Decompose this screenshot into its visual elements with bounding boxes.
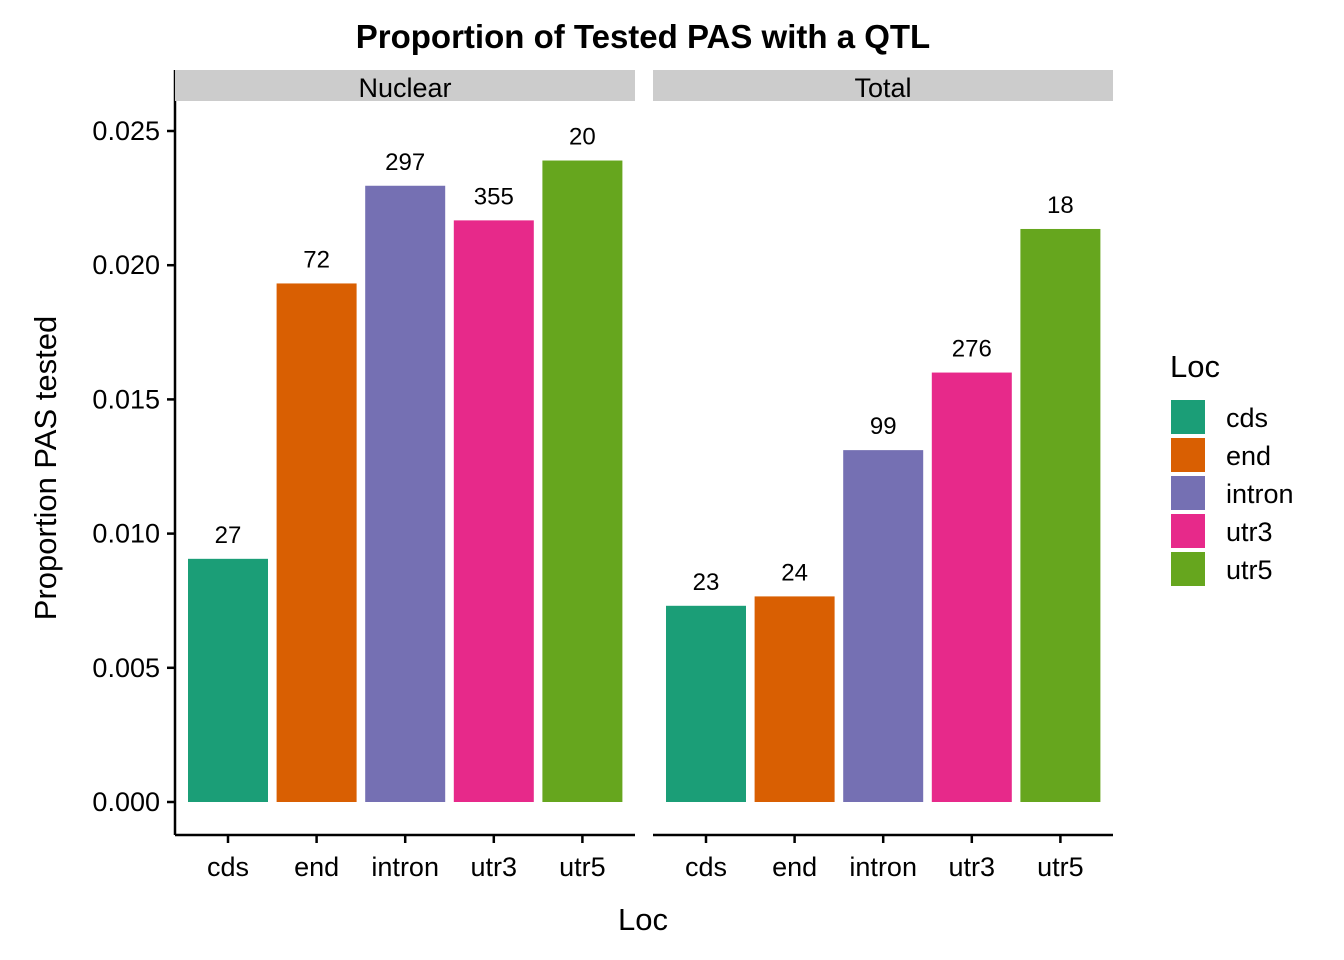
- x-tick-label: utr5: [559, 852, 606, 882]
- legend-swatch-utr5: [1171, 552, 1205, 586]
- bar-total-utr3: [931, 372, 1012, 802]
- bar-count-label: 276: [952, 336, 992, 363]
- x-tick-label: utr3: [471, 852, 518, 882]
- y-tick-label: 0.005: [92, 653, 160, 683]
- legend-swatch-cds: [1171, 400, 1205, 434]
- facet-strip-label: Total: [854, 73, 911, 103]
- bar-count-label: 20: [569, 124, 596, 151]
- facet-panel-nuclear: Nuclear 27 cds 72 end 297 intron 355 utr3 20 utr5: [175, 70, 635, 882]
- legend-swatch-end: [1171, 438, 1205, 472]
- legend-label-intron: intron: [1226, 479, 1294, 509]
- x-tick-label: end: [294, 852, 339, 882]
- y-axis-title: Proportion PAS tested: [28, 316, 63, 620]
- legend: Loc cds end intron utr3 utr5: [1170, 349, 1294, 586]
- legend-swatch-intron: [1171, 476, 1205, 510]
- facet-strip: [175, 70, 635, 101]
- bar-total-utr5: [1020, 228, 1101, 802]
- x-tick-label: cds: [207, 852, 249, 882]
- bar-count-label: 99: [870, 413, 897, 440]
- facet-panel-total: Total 23 cds 24 end 99 intron 276 utr3 18 utr5: [653, 70, 1113, 882]
- bar-count-label: 23: [693, 569, 720, 596]
- x-axis-title: Loc: [618, 902, 668, 937]
- bar-nuclear-utr5: [542, 160, 623, 803]
- bar-nuclear-intron: [365, 185, 446, 802]
- bar-count-label: 27: [215, 522, 242, 549]
- bar-count-label: 18: [1047, 192, 1074, 219]
- x-tick-label: utr3: [949, 852, 996, 882]
- bar-total-cds: [666, 605, 746, 802]
- facet-panels: Nuclear27cds72end297intron355utr320utr5T…: [175, 70, 1113, 882]
- bar-nuclear-end: [276, 283, 357, 803]
- facet-strip-label: Nuclear: [358, 73, 451, 103]
- chart-title: Proportion of Tested PAS with a QTL: [356, 18, 930, 55]
- y-tick-label: 0.025: [92, 116, 160, 146]
- bar-count-label: 355: [474, 183, 514, 210]
- bar-count-label: 72: [303, 246, 330, 273]
- x-tick-label: cds: [685, 852, 727, 882]
- legend-label-cds: cds: [1226, 403, 1268, 433]
- legend-title: Loc: [1170, 349, 1220, 384]
- y-tick-label: 0.015: [92, 384, 160, 414]
- y-tick-label: 0.020: [92, 250, 160, 280]
- x-tick-label: intron: [849, 852, 917, 882]
- bar-total-intron: [843, 450, 924, 802]
- x-tick-label: utr5: [1037, 852, 1084, 882]
- legend-swatch-utr3: [1171, 514, 1205, 548]
- legend-label-utr5: utr5: [1226, 555, 1273, 585]
- x-tick-label: intron: [371, 852, 439, 882]
- x-tick-label: end: [772, 852, 817, 882]
- legend-label-end: end: [1226, 441, 1271, 471]
- y-tick-label: 0.010: [92, 519, 160, 549]
- facet-strip: [653, 70, 1113, 101]
- bar-count-label: 24: [781, 559, 808, 586]
- y-tick-label: 0.000: [92, 787, 160, 817]
- y-axis: 0.000 0.005 0.010 0.015 0.020 0.025: [92, 70, 177, 835]
- bar-total-end: [754, 596, 835, 802]
- legend-label-utr3: utr3: [1226, 517, 1273, 547]
- bar-nuclear-cds: [188, 558, 268, 802]
- bar-count-label: 297: [385, 149, 425, 176]
- bar-nuclear-utr3: [453, 220, 534, 802]
